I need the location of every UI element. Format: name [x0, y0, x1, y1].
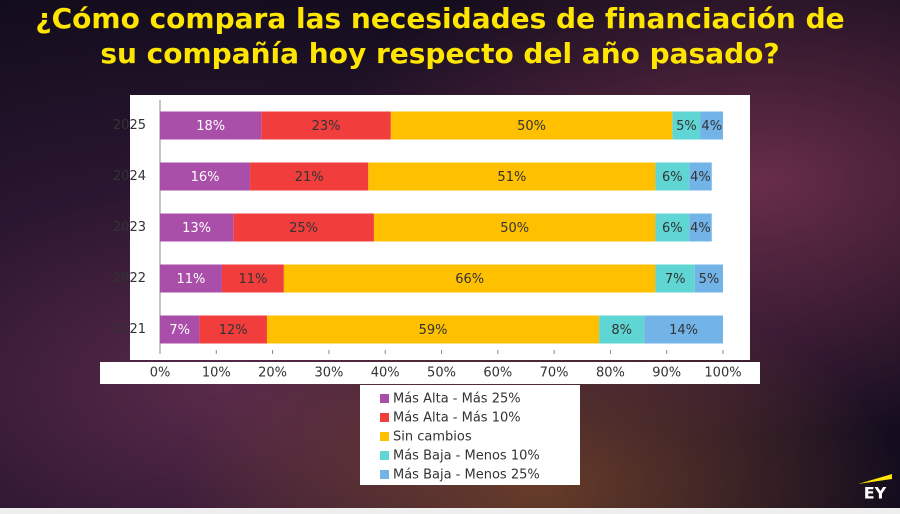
bar-segment	[160, 213, 234, 242]
data-label: 66%	[455, 272, 484, 287]
data-label: 25%	[289, 221, 318, 236]
bar-segment	[250, 162, 369, 191]
data-label: 59%	[419, 323, 448, 338]
bar-segment	[368, 162, 656, 191]
bar-segment	[221, 264, 284, 293]
bar-segment	[160, 162, 251, 191]
legend-label: Más Alta - Más 10%	[393, 411, 521, 426]
legend-label: Más Baja - Menos 25%	[393, 468, 540, 483]
data-label: 4%	[690, 221, 711, 236]
legend-swatch	[380, 451, 389, 460]
chart-title: ¿Cómo compara las necesidades de financi…	[35, 2, 844, 35]
chart-title: su compañía hoy respecto del año pasado?	[100, 37, 779, 70]
data-label: 14%	[669, 323, 698, 338]
bar-segment	[160, 315, 200, 344]
data-label: 50%	[500, 221, 529, 236]
legend-panel	[360, 385, 580, 485]
legend-swatch	[380, 413, 389, 422]
data-label: 50%	[517, 119, 546, 134]
legend-swatch	[380, 394, 389, 403]
y-tick-label: 2023	[113, 220, 146, 235]
data-label: 7%	[665, 272, 686, 287]
x-tick-label: 60%	[483, 366, 512, 381]
data-label: 5%	[699, 272, 720, 287]
legend-label: Más Baja - Menos 10%	[393, 449, 540, 464]
x-tick-label: 10%	[202, 366, 231, 381]
bar-segment	[599, 315, 645, 344]
bar-segment	[694, 264, 723, 293]
logo: EY	[864, 484, 887, 503]
data-label: 16%	[191, 170, 220, 185]
bar-segment	[233, 213, 374, 242]
x-tick-label: 0%	[150, 366, 171, 381]
data-label: 6%	[662, 170, 683, 185]
data-label: 11%	[177, 272, 206, 287]
bar-segment	[689, 213, 712, 242]
x-tick-label: 70%	[540, 366, 569, 381]
bar-segment	[655, 264, 695, 293]
bar-segment	[199, 315, 267, 344]
data-label: 7%	[169, 323, 190, 338]
legend-swatch	[380, 470, 389, 479]
bar-segment	[283, 264, 656, 293]
x-tick-label: 50%	[427, 366, 456, 381]
data-label: 4%	[690, 170, 711, 185]
bar-segment	[655, 213, 690, 242]
data-label: 4%	[701, 119, 722, 134]
x-tick-label: 20%	[258, 366, 287, 381]
footer-strip	[0, 508, 900, 514]
x-tick-label: 30%	[314, 366, 343, 381]
axis-panel	[100, 362, 760, 384]
x-tick-label: 80%	[596, 366, 625, 381]
legend-swatch	[380, 432, 389, 441]
data-label: 6%	[662, 221, 683, 236]
bar-segment	[373, 213, 656, 242]
bar-segment	[266, 315, 600, 344]
data-label: 13%	[182, 221, 211, 236]
legend-label: Más Alta - Más 25%	[393, 392, 521, 407]
bar-segment	[644, 315, 723, 344]
data-label: 18%	[196, 119, 225, 134]
bar-segment	[700, 111, 723, 140]
bar-segment	[672, 111, 701, 140]
bar-segment	[390, 111, 673, 140]
data-label: 12%	[219, 323, 248, 338]
data-label: 51%	[497, 170, 526, 185]
bar-segment	[160, 264, 222, 293]
x-tick-label: 40%	[371, 366, 400, 381]
y-tick-label: 2025	[113, 118, 146, 133]
bar-segment	[160, 111, 262, 140]
bar-segment	[261, 111, 391, 140]
data-label: 23%	[312, 119, 341, 134]
data-label: 11%	[238, 272, 267, 287]
data-label: 5%	[676, 119, 697, 134]
y-tick-label: 2022	[113, 271, 146, 286]
x-tick-label: 100%	[704, 366, 741, 381]
y-tick-label: 2024	[113, 169, 146, 184]
logo-mark	[858, 474, 892, 484]
data-label: 21%	[295, 170, 324, 185]
data-label: 8%	[611, 323, 632, 338]
y-tick-label: 2021	[113, 322, 146, 337]
bar-segment	[655, 162, 690, 191]
x-tick-label: 90%	[652, 366, 681, 381]
bar-segment	[689, 162, 712, 191]
legend-label: Sin cambios	[393, 430, 472, 445]
